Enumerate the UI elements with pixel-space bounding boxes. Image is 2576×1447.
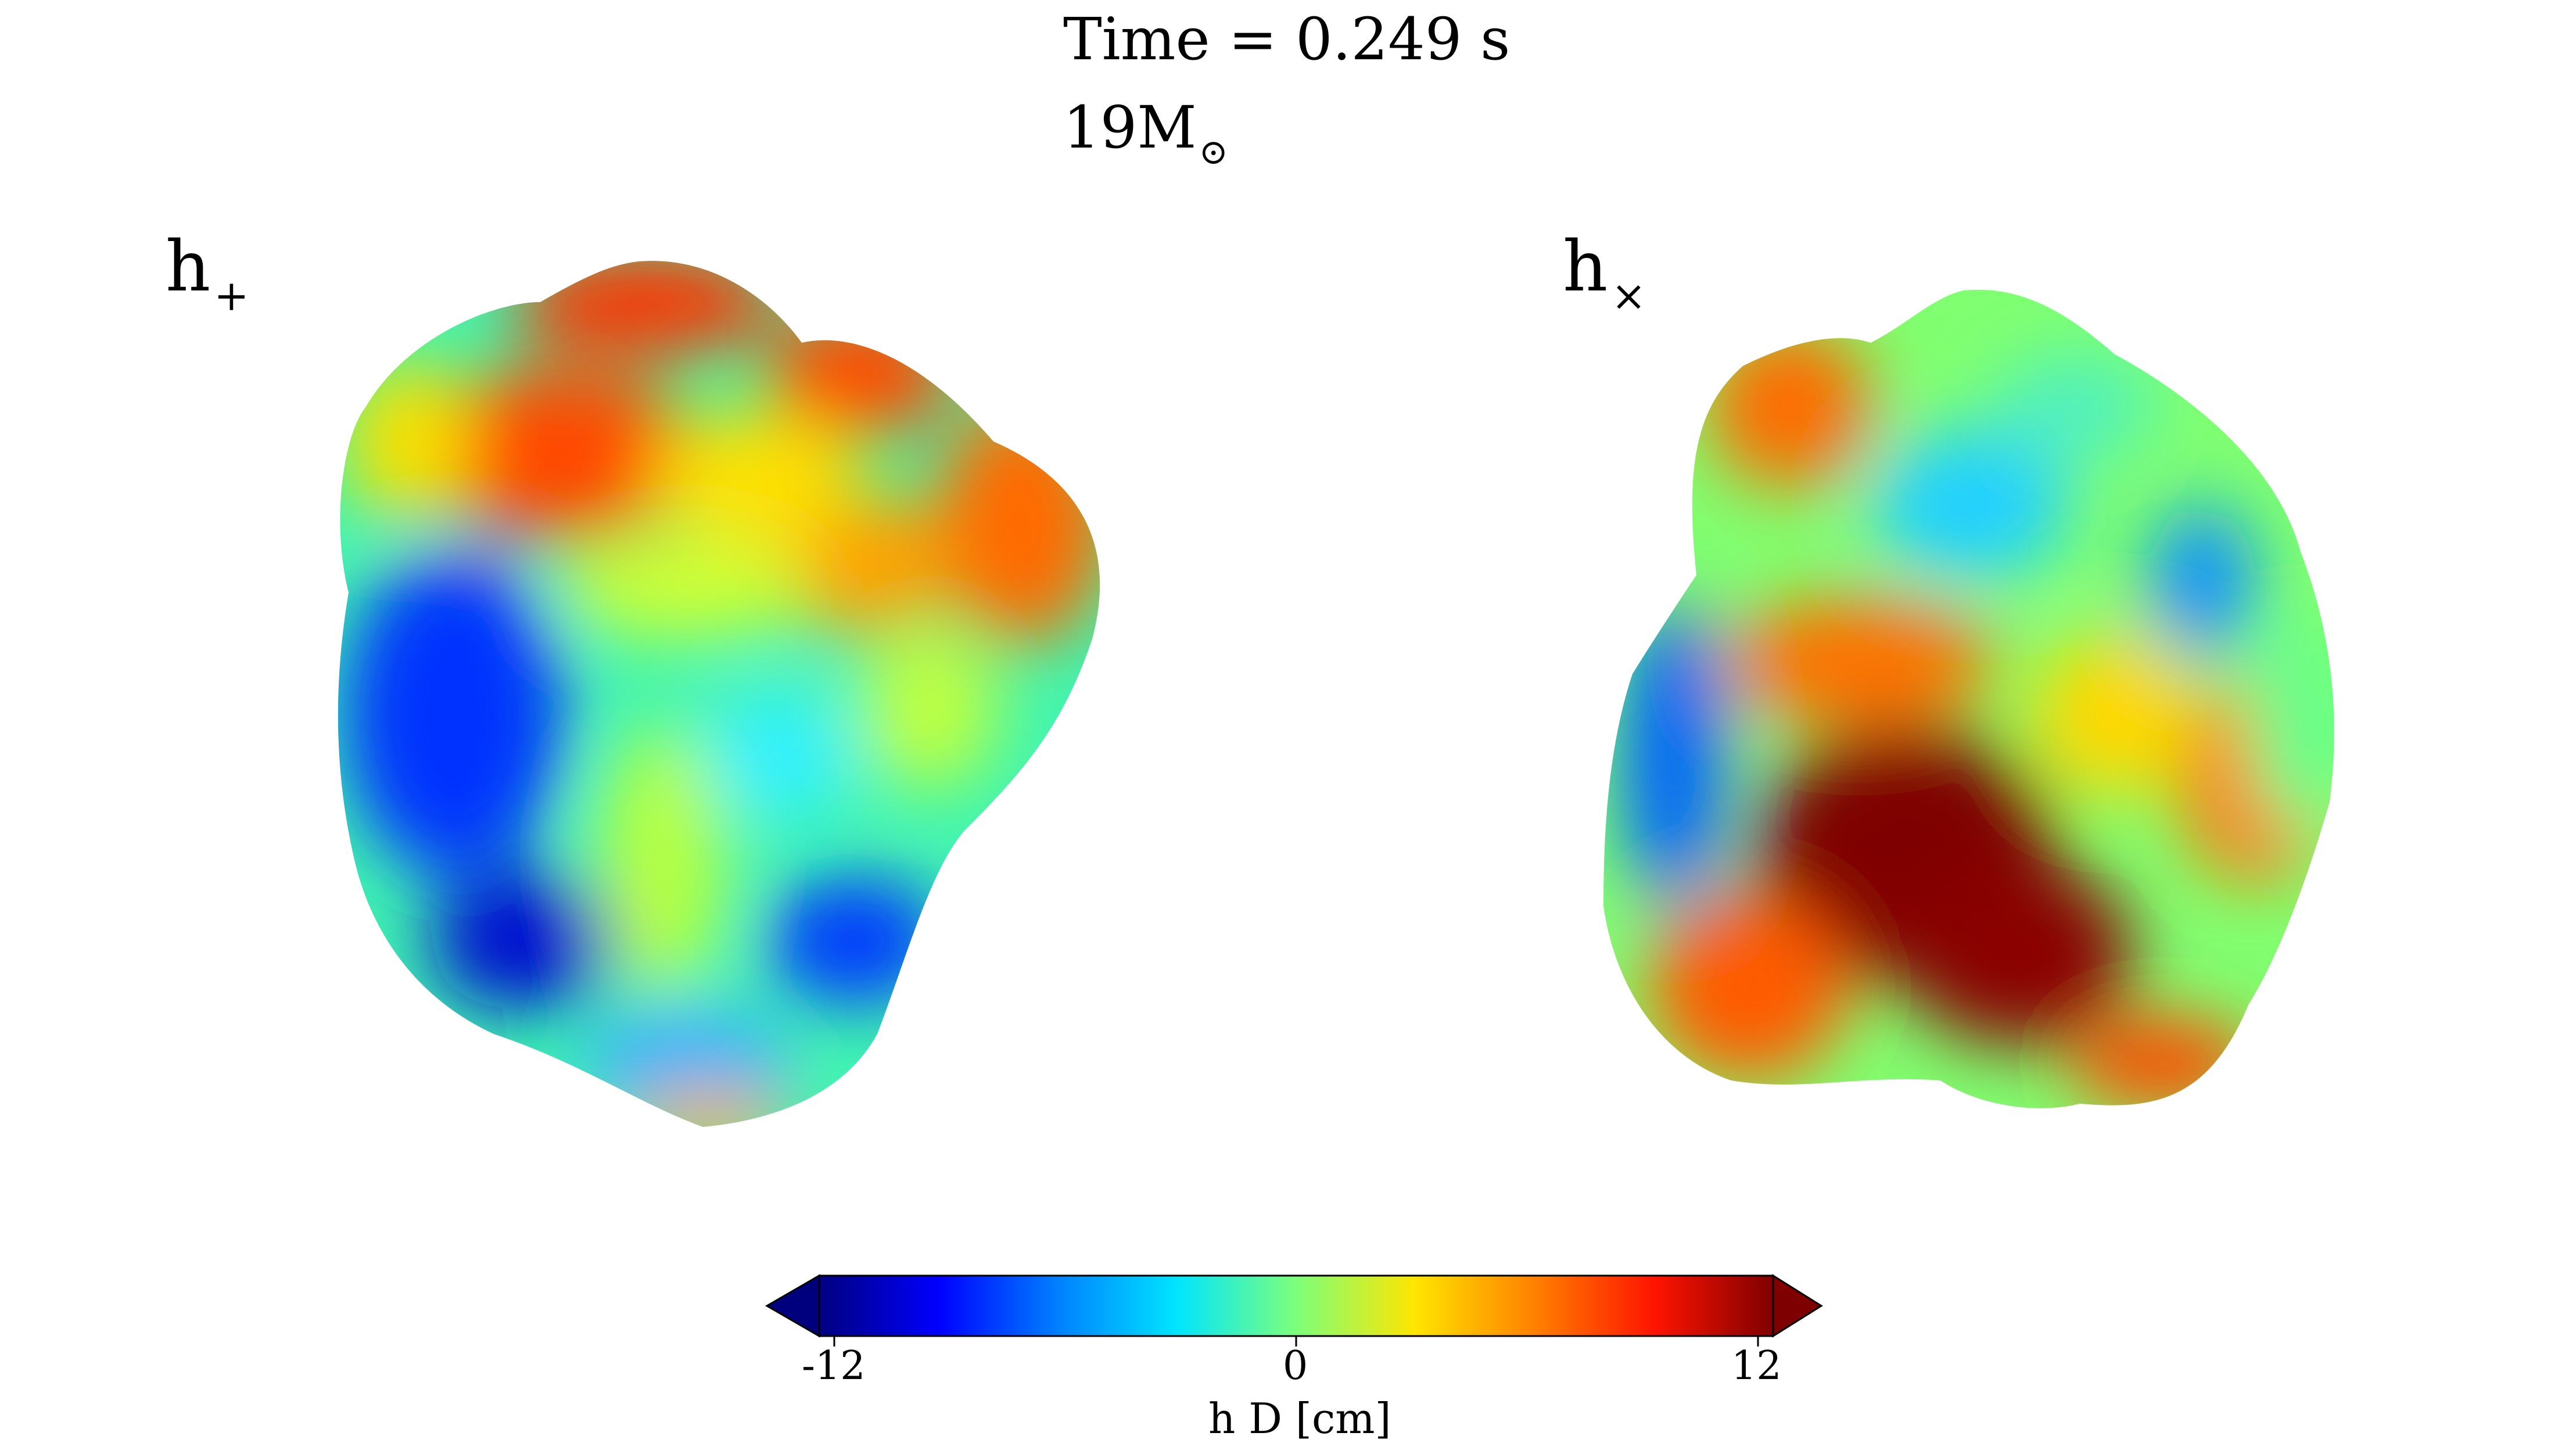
colorbar-max-extend [1772,1274,1823,1338]
colorbar-tick-label-max: 12 [1731,1343,1782,1389]
h-cross-label: h× [1563,227,1646,320]
colorbar-tick-label-zero: 0 [1283,1343,1308,1389]
time-title: Time = 0.249 s [1063,5,1511,73]
colorbar-tick-label-min: -12 [802,1343,866,1389]
colorbar-gradient [818,1274,1774,1337]
colorbar-label: h D [cm] [1208,1394,1391,1443]
colorbar-min-extend [765,1274,820,1338]
h-plus-label: h+ [166,227,249,320]
sun-symbol-icon: ⊙ [1199,132,1228,173]
mass-label: 19M⊙ [1063,94,1228,173]
